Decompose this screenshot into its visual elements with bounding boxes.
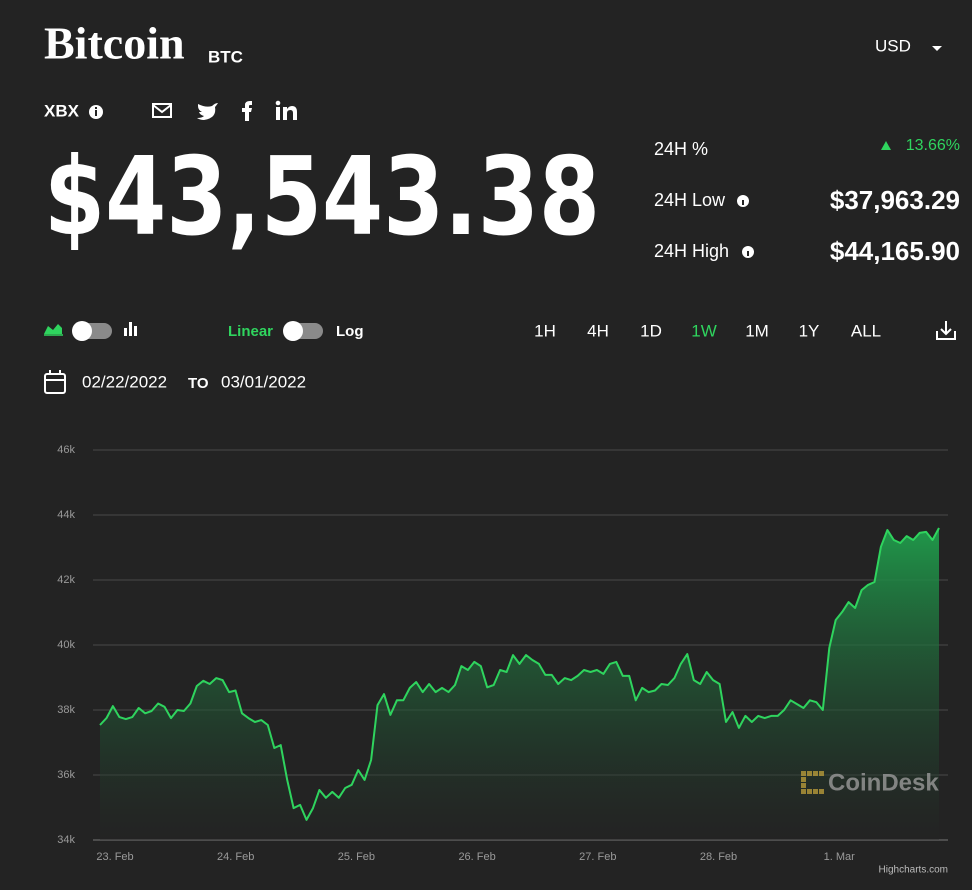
x-tick-label: 26. Feb — [458, 851, 495, 863]
y-tick-label: 40k — [57, 639, 75, 651]
currency[interactable]: USD — [875, 36, 911, 55]
date-to[interactable]: 03/01/2022 — [221, 372, 306, 391]
watermark-logo — [819, 771, 824, 776]
watermark-logo — [813, 771, 818, 776]
info-icon[interactable] — [742, 246, 754, 258]
area-fill — [100, 528, 939, 840]
price-chart: 34k 36k 38k 40k 42k 44k 46k 23. Feb 24. Feb 25. F… — [57, 444, 948, 876]
stat-change: 13.66% — [906, 137, 960, 154]
exchange: XBX — [44, 101, 80, 120]
date-separator: TO — [188, 375, 209, 392]
y-tick-label: 42k — [57, 574, 75, 586]
range-button[interactable]: 1D — [640, 321, 662, 340]
calendar-icon[interactable] — [44, 370, 66, 394]
watermark-logo — [801, 789, 806, 794]
watermark-logo — [801, 771, 806, 776]
info-icon[interactable] — [737, 195, 749, 207]
price: $43,543.38 — [44, 135, 600, 260]
facebook-icon[interactable] — [242, 101, 252, 121]
x-tick-label: 27. Feb — [579, 851, 616, 863]
up-arrow — [881, 141, 891, 150]
x-tick-label: 23. Feb — [96, 851, 133, 863]
date-from[interactable]: 02/22/2022 — [82, 372, 167, 391]
watermark-logo — [801, 783, 806, 788]
range-button[interactable]: ALL — [851, 321, 881, 340]
range-button[interactable]: 1M — [745, 321, 769, 340]
dropdown-arrow — [932, 46, 942, 51]
watermark-logo — [819, 789, 824, 794]
chart-type-toggle[interactable] — [72, 321, 112, 341]
stat-label: 24H High — [654, 241, 729, 261]
credits[interactable]: Highcharts.com — [879, 865, 948, 876]
range-button[interactable]: 1W — [691, 321, 717, 340]
coin-symbol: BTC — [208, 47, 243, 66]
download-icon[interactable] — [936, 321, 956, 340]
watermark-logo — [813, 789, 818, 794]
watermark-logo — [807, 789, 812, 794]
stat-value: $44,165.90 — [830, 236, 960, 266]
watermark-logo — [801, 777, 806, 782]
y-tick-label: 36k — [57, 769, 75, 781]
watermark-text: CoinDesk — [828, 769, 939, 796]
scale-option[interactable]: Log — [336, 323, 364, 340]
info-icon[interactable] — [89, 105, 103, 119]
x-tick-label: 28. Feb — [700, 851, 737, 863]
scale-toggle[interactable] — [283, 321, 323, 341]
price-line — [99, 527, 940, 821]
scale-option[interactable]: Linear — [228, 323, 273, 340]
stat-label: 24H % — [654, 139, 708, 159]
bar-chart-icon[interactable] — [124, 322, 137, 336]
range-button[interactable]: 4H — [587, 321, 609, 340]
watermark-logo — [807, 771, 812, 776]
y-tick-label: 38k — [57, 704, 75, 716]
watermark: CoinDesk — [801, 769, 939, 796]
x-tick-label: 25. Feb — [338, 851, 375, 863]
linkedin-icon[interactable] — [275, 100, 297, 120]
coin-title: Bitcoin — [44, 18, 185, 69]
y-tick-label: 34k — [57, 834, 75, 846]
range-button[interactable]: 1Y — [799, 321, 820, 340]
x-tick-label: 24. Feb — [217, 851, 254, 863]
twitter-icon[interactable] — [197, 103, 218, 120]
stat-label: 24H Low — [654, 190, 726, 210]
range-button[interactable]: 1H — [534, 321, 556, 340]
area-chart-icon[interactable] — [44, 324, 63, 336]
x-tick-label: 1. Mar — [824, 851, 856, 863]
email-icon[interactable] — [152, 103, 172, 118]
y-tick-label: 44k — [57, 509, 75, 521]
range-buttons: 1H 4H 1D 1W 1M 1Y ALL — [534, 321, 881, 340]
currency-select[interactable]: USD — [875, 36, 942, 55]
y-tick-label: 46k — [57, 444, 75, 456]
stat-value: $37,963.29 — [830, 185, 960, 215]
